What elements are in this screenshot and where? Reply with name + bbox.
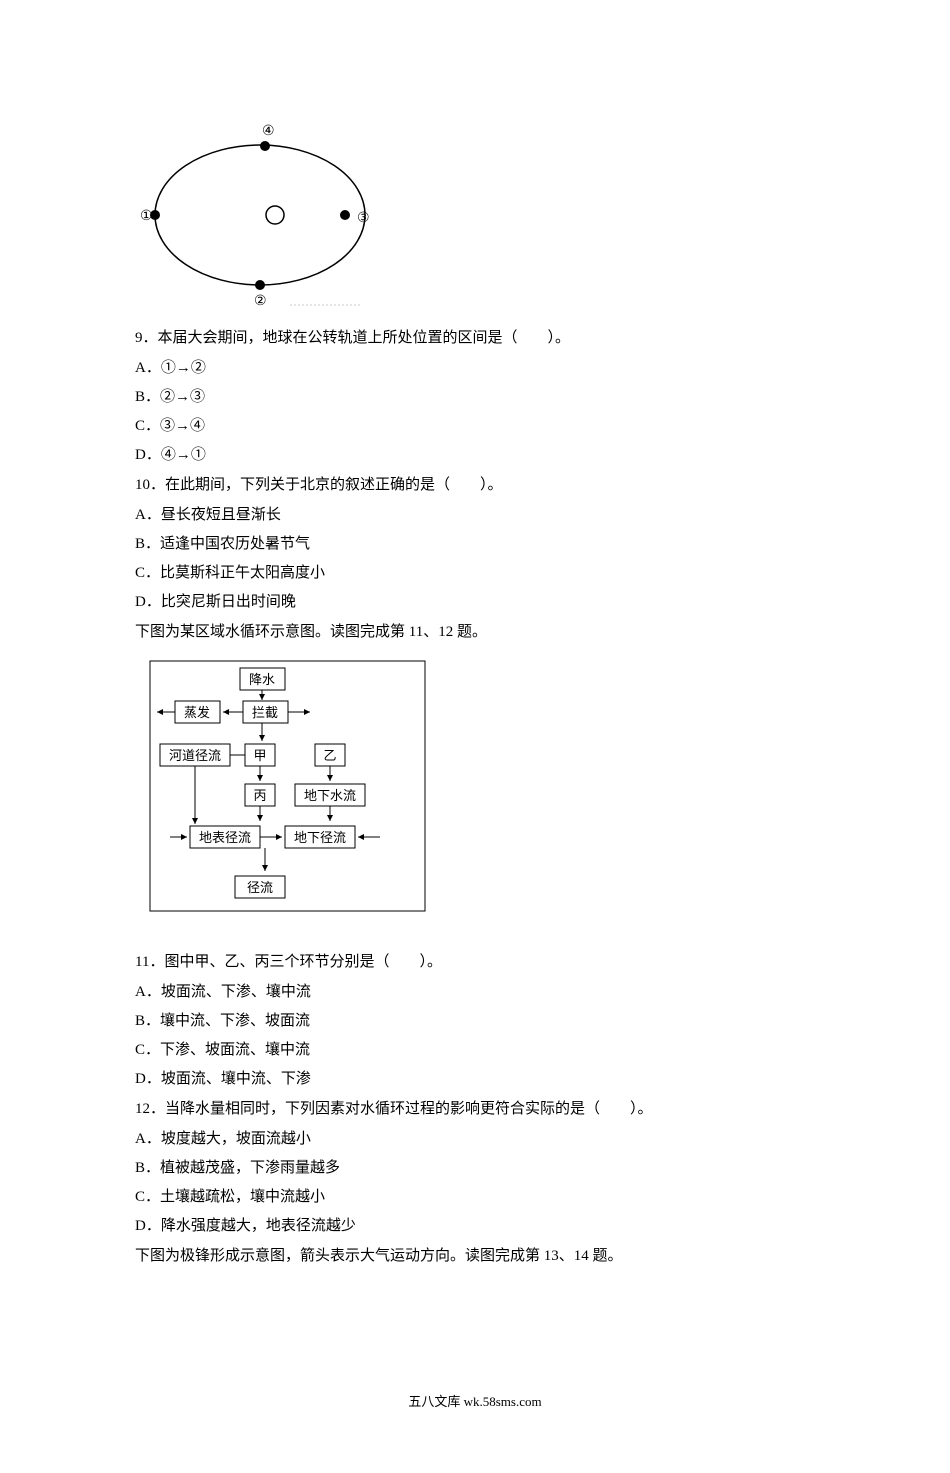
intro-13-14: 下图为极锋形成示意图，箭头表示大气运动方向。读图完成第 13、14 题。 (135, 1243, 815, 1270)
footer-text: 五八文库 wk.58sms.com (135, 1390, 815, 1413)
label-3: ③ (357, 211, 370, 226)
label-dixiajing: 地下径流 (294, 830, 346, 845)
q10-text: 10．在此期间，下列关于北京的叙述正确的是（ ）。 (135, 472, 815, 499)
label-4: ④ (262, 124, 275, 139)
orbit-diagram: ① ② ③ ④ (135, 110, 815, 310)
q9-text: 9．本届大会期间，地球在公转轨道上所处位置的区间是（ ）。 (135, 325, 815, 352)
label-jiangshui: 降水 (249, 672, 275, 687)
label-yi: 乙 (323, 748, 336, 763)
water-cycle-diagram: 降水 蒸发 拦截 河道径流 甲 乙 (135, 656, 815, 916)
q10-optC: C．比莫斯科正午太阳高度小 (135, 560, 815, 587)
q12-text: 12．当降水量相同时，下列因素对水循环过程的影响更符合实际的是（ ）。 (135, 1096, 815, 1123)
q12-optC: C．土壤越疏松，壤中流越小 (135, 1184, 815, 1211)
label-1: ① (140, 209, 153, 224)
q11-optC: C．下渗、坡面流、壤中流 (135, 1037, 815, 1064)
q10-optA: A．昼长夜短且昼渐长 (135, 502, 815, 529)
label-hedao: 河道径流 (169, 748, 221, 763)
q9-optB: B．②→③ (135, 384, 815, 411)
q12-optB: B．植被越茂盛，下渗雨量越多 (135, 1155, 815, 1182)
label-jia: 甲 (253, 748, 266, 763)
label-dixiashui: 地下水流 (304, 788, 356, 803)
label-jingliu: 径流 (247, 880, 273, 895)
q9-optD: D．④→① (135, 442, 815, 469)
intro-11-12: 下图为某区域水循环示意图。读图完成第 11、12 题。 (135, 619, 815, 646)
q12-optD: D．降水强度越大，地表径流越少 (135, 1213, 815, 1240)
label-zhengfa: 蒸发 (184, 705, 210, 720)
orbit-svg: ① ② ③ ④ (135, 110, 395, 310)
q10-optB: B．适逢中国农历处暑节气 (135, 531, 815, 558)
q12-optA: A．坡度越大，坡面流越小 (135, 1126, 815, 1153)
water-cycle-svg: 降水 蒸发 拦截 河道径流 甲 乙 (135, 656, 435, 916)
q11-optD: D．坡面流、壤中流、下渗 (135, 1066, 815, 1093)
q10-optD: D．比突尼斯日出时间晚 (135, 589, 815, 616)
label-bing: 丙 (253, 788, 266, 803)
q9-optA: A．①→② (135, 355, 815, 382)
q9-optC: C．③→④ (135, 413, 815, 440)
q11-optA: A．坡面流、下渗、壤中流 (135, 979, 815, 1006)
label-lanjie: 拦截 (252, 705, 278, 720)
q11-optB: B．壤中流、下渗、坡面流 (135, 1008, 815, 1035)
q11-text: 11．图中甲、乙、丙三个环节分别是（ ）。 (135, 949, 815, 976)
label-2: ② (254, 294, 267, 309)
label-dibiao: 地表径流 (199, 830, 251, 845)
